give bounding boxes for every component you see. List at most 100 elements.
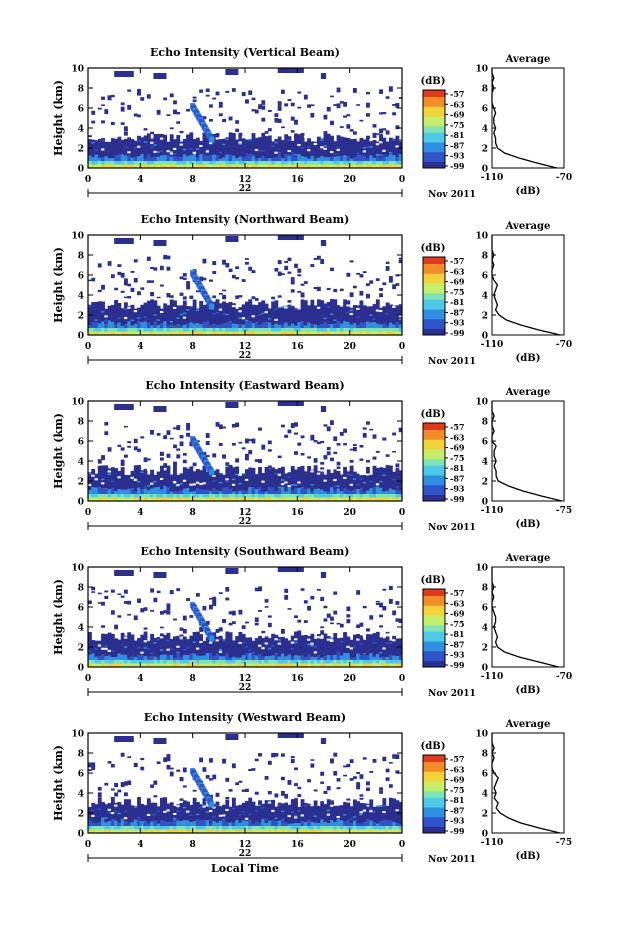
- colorbar-swatch: [423, 296, 445, 300]
- colorbar-swatch: [423, 151, 445, 156]
- colorbar-swatch: [423, 624, 445, 629]
- colorbar-frame: [422, 754, 446, 834]
- colorbar-tick-label: -69: [450, 775, 465, 785]
- x-tick-label: 16: [291, 175, 304, 185]
- profile-y-tick-label: 0: [482, 830, 488, 840]
- colorbar-swatch: [423, 302, 445, 307]
- colorbar-tick-label: -81: [450, 297, 464, 307]
- profile-title: Average: [505, 387, 551, 398]
- colorbar-swatch: [423, 452, 445, 456]
- profile-y-tick-label: 4: [482, 790, 488, 800]
- colorbar-swatch: [423, 494, 445, 499]
- colorbar-swatch: [423, 276, 445, 281]
- colorbar-swatch: [423, 478, 445, 482]
- profile-x-tick-label: -70: [556, 340, 572, 350]
- profile-y-tick-label: 8: [482, 85, 488, 95]
- x-tick-label: 12: [239, 175, 252, 185]
- colorbar-tick-label: -87: [450, 140, 464, 150]
- colorbar-swatch: [423, 439, 445, 443]
- profile-y-tick-label: 10: [475, 398, 488, 408]
- colorbar-tick-label: -93: [450, 484, 465, 494]
- y-tick-label: 6: [78, 770, 84, 780]
- colorbar-swatch: [423, 663, 445, 668]
- month-label: Nov 2011: [428, 190, 476, 200]
- colorbar-swatch: [423, 660, 445, 665]
- y-tick-label: 8: [78, 418, 84, 428]
- colorbar-tick-label: -75: [450, 785, 464, 795]
- colorbar-swatch: [423, 608, 445, 613]
- y-tick-label: 10: [71, 232, 84, 242]
- colorbar-label: (dB): [421, 243, 446, 254]
- month-label: Nov 2011: [428, 523, 476, 533]
- colorbar-swatch: [423, 455, 445, 460]
- profile-x-tick-label: -75: [556, 838, 572, 848]
- colorbar-swatch: [423, 634, 445, 639]
- colorbar-swatch: [423, 657, 445, 661]
- profile-y-tick-label: 4: [482, 458, 488, 468]
- colorbar-swatch: [423, 644, 445, 648]
- x-tick-label: 8: [190, 508, 196, 518]
- colorbar-frame: [422, 89, 446, 169]
- colorbar-swatch: [423, 93, 445, 97]
- colorbar-swatch: [423, 158, 445, 162]
- colorbar-label: (dB): [421, 409, 446, 420]
- colorbar-swatch: [423, 621, 445, 626]
- profile-x-tick-label: -110: [481, 838, 504, 848]
- x-tick-label: 4: [137, 342, 143, 352]
- colorbar-tick-label: -63: [450, 598, 465, 608]
- y-axis-label: Height (km): [52, 247, 65, 323]
- colorbar-swatch: [423, 784, 445, 788]
- profile-frame: [491, 234, 565, 336]
- colorbar-swatch: [423, 109, 445, 114]
- profile-y-tick-label: 2: [482, 644, 488, 654]
- profile-line: [491, 401, 563, 502]
- colorbar-swatch: [423, 794, 445, 798]
- colorbar-tick-label: -57: [450, 754, 464, 764]
- echo-field: [88, 401, 402, 501]
- panel-title: Echo Intensity (Southward Beam): [141, 545, 350, 558]
- colorbar-tick-label: -69: [450, 277, 465, 287]
- colorbar-swatch: [423, 432, 445, 437]
- x-tick-label: 0: [85, 342, 91, 352]
- colorbar-swatch: [423, 465, 445, 469]
- month-label: Nov 2011: [428, 689, 476, 699]
- colorbar-swatch: [423, 641, 445, 645]
- colorbar-swatch: [423, 491, 445, 495]
- colorbar-swatch: [423, 758, 445, 762]
- colorbar-tick-label: -63: [450, 266, 465, 276]
- colorbar-tick-label: -81: [450, 795, 464, 805]
- profile-y-tick-label: 6: [482, 105, 488, 115]
- x-tick-label: 0: [85, 840, 91, 850]
- colorbar-tick-label: -87: [450, 473, 464, 483]
- colorbar-swatch: [423, 807, 445, 811]
- y-axis-label: Height (km): [52, 413, 65, 489]
- profile-x-tick-label: -70: [556, 672, 572, 682]
- colorbar-swatch: [423, 820, 445, 824]
- x-tick-label: 0: [399, 674, 405, 684]
- colorbar-swatch: [423, 273, 445, 277]
- colorbar-swatch: [423, 615, 445, 619]
- colorbar-swatch: [423, 787, 445, 792]
- profile-y-tick-label: 0: [482, 165, 488, 175]
- colorbar-tick-label: -93: [450, 151, 465, 161]
- colorbar-tick-label: -69: [450, 443, 465, 453]
- y-tick-label: 2: [78, 810, 84, 820]
- colorbar-tick-label: -75: [450, 619, 464, 629]
- y-tick-label: 0: [78, 498, 84, 508]
- colorbar-swatch: [423, 631, 445, 635]
- date-label: 22: [239, 849, 252, 859]
- y-tick-label: 10: [71, 398, 84, 408]
- colorbar-swatch: [423, 764, 445, 769]
- colorbar-swatch: [423, 315, 445, 320]
- profile-y-tick-label: 10: [475, 232, 488, 242]
- colorbar-swatch: [423, 777, 445, 782]
- profile-y-tick-label: 10: [475, 564, 488, 574]
- profile-y-tick-label: 0: [482, 664, 488, 674]
- panel-3: Echo Intensity (Eastward Beam) 0 2 4 6 8 10 Hei…: [52, 379, 572, 533]
- profile-frame: [491, 67, 565, 169]
- colorbar-tick-label: -75: [450, 453, 464, 463]
- colorbar-frame: [422, 422, 446, 502]
- y-tick-label: 6: [78, 604, 84, 614]
- colorbar-swatch: [423, 279, 445, 284]
- y-tick-label: 10: [71, 730, 84, 740]
